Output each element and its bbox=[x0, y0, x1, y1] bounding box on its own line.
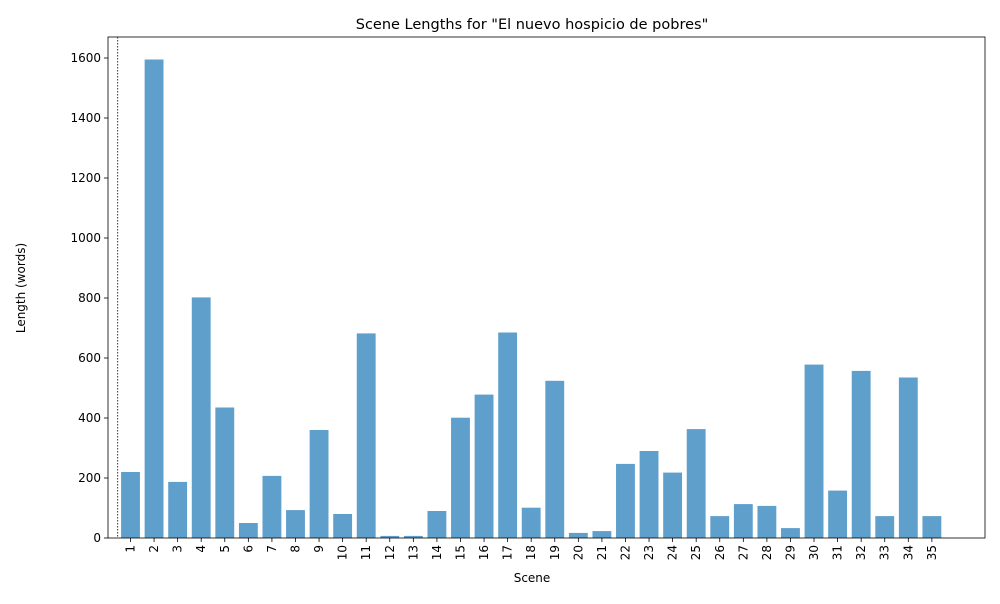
x-tick-label: 19 bbox=[548, 545, 562, 560]
bar-scene-22 bbox=[616, 463, 635, 538]
bar-scene-18 bbox=[521, 507, 541, 538]
x-tick-label: 27 bbox=[736, 545, 750, 560]
x-tick-label: 29 bbox=[783, 545, 797, 560]
bar-scene-19 bbox=[545, 380, 565, 538]
y-tick-label: 0 bbox=[93, 531, 101, 545]
x-tick-label: 7 bbox=[265, 545, 279, 553]
x-tick-label: 28 bbox=[760, 545, 774, 560]
bar-scene-15 bbox=[451, 417, 470, 538]
x-tick-label: 30 bbox=[807, 545, 821, 560]
bar-scene-12 bbox=[380, 535, 400, 538]
bar-scene-4 bbox=[191, 297, 211, 538]
y-axis-title: Length (words) bbox=[14, 243, 28, 333]
x-tick-label: 26 bbox=[713, 545, 727, 560]
x-tick-label: 34 bbox=[901, 545, 915, 560]
y-tick-label: 400 bbox=[78, 411, 101, 425]
bar-scene-2 bbox=[144, 59, 164, 538]
x-tick-label: 4 bbox=[194, 545, 208, 553]
bar-scene-5 bbox=[215, 407, 235, 538]
x-tick-label: 12 bbox=[383, 545, 397, 560]
bar-scene-24 bbox=[663, 472, 683, 538]
x-tick-label: 33 bbox=[878, 545, 892, 560]
x-tick-label: 17 bbox=[501, 545, 515, 560]
x-tick-label: 25 bbox=[689, 545, 703, 560]
x-tick-label: 35 bbox=[925, 545, 939, 560]
bar-scene-32 bbox=[851, 370, 871, 538]
x-tick-label: 5 bbox=[218, 545, 232, 553]
x-tick-label: 10 bbox=[336, 545, 350, 560]
x-tick-label: 31 bbox=[831, 545, 845, 560]
bar-scene-21 bbox=[592, 531, 612, 538]
bar-scene-14 bbox=[427, 511, 447, 538]
x-tick-label: 8 bbox=[288, 545, 302, 553]
y-tick-label: 600 bbox=[78, 351, 101, 365]
bar-scene-9 bbox=[309, 430, 329, 538]
bar-scene-3 bbox=[168, 481, 188, 538]
x-tick-label: 15 bbox=[453, 545, 467, 560]
x-tick-label: 32 bbox=[854, 545, 868, 560]
x-tick-label: 2 bbox=[147, 545, 161, 553]
x-tick-label: 6 bbox=[241, 545, 255, 553]
y-tick-label: 1200 bbox=[70, 171, 101, 185]
bar-scene-29 bbox=[781, 528, 800, 538]
x-tick-label: 21 bbox=[595, 545, 609, 560]
bar-scene-23 bbox=[639, 451, 659, 538]
bar-scene-34 bbox=[898, 377, 918, 538]
x-tick-label: 22 bbox=[618, 545, 632, 560]
bars-layer bbox=[121, 59, 942, 538]
x-tick-label: 11 bbox=[359, 545, 373, 560]
y-tick-label: 1400 bbox=[70, 111, 101, 125]
bar-scene-17 bbox=[498, 332, 518, 538]
x-tick-label: 3 bbox=[171, 545, 185, 553]
bar-scene-28 bbox=[757, 505, 777, 538]
y-tick-label: 1600 bbox=[70, 51, 101, 65]
bar-scene-31 bbox=[828, 490, 848, 538]
x-tick-label: 13 bbox=[406, 545, 420, 560]
bar-scene-6 bbox=[238, 523, 258, 538]
bar-scene-11 bbox=[356, 333, 376, 538]
bar-scene-7 bbox=[262, 475, 282, 538]
x-tick-label: 20 bbox=[571, 545, 585, 560]
bar-scene-30 bbox=[804, 364, 824, 538]
plot-frame bbox=[107, 36, 986, 539]
bar-scene-13 bbox=[403, 535, 423, 538]
bar-scene-10 bbox=[333, 514, 353, 538]
x-tick-label: 16 bbox=[477, 545, 491, 560]
bar-scene-1 bbox=[121, 472, 140, 538]
x-tick-label: 24 bbox=[666, 545, 680, 560]
x-axis-title: Scene bbox=[514, 571, 551, 585]
x-tick-label: 1 bbox=[124, 545, 138, 553]
bar-scene-20 bbox=[568, 532, 588, 538]
x-tick-label: 9 bbox=[312, 545, 326, 553]
chart-title: Scene Lengths for "El nuevo hospicio de … bbox=[356, 17, 709, 33]
bar-scene-16 bbox=[474, 394, 494, 538]
bar-scene-26 bbox=[710, 516, 730, 538]
x-tick-label: 18 bbox=[524, 545, 538, 560]
bar-scene-25 bbox=[686, 429, 706, 538]
bar-scene-33 bbox=[875, 516, 895, 538]
bar-scene-35 bbox=[922, 516, 942, 538]
y-tick-label: 1000 bbox=[70, 231, 101, 245]
bar-scene-27 bbox=[733, 504, 753, 538]
x-tick-label: 14 bbox=[430, 545, 444, 560]
y-tick-label: 200 bbox=[78, 471, 101, 485]
x-tick-label: 23 bbox=[642, 545, 656, 560]
y-tick-label: 800 bbox=[78, 291, 101, 305]
bar-scene-8 bbox=[286, 510, 305, 538]
